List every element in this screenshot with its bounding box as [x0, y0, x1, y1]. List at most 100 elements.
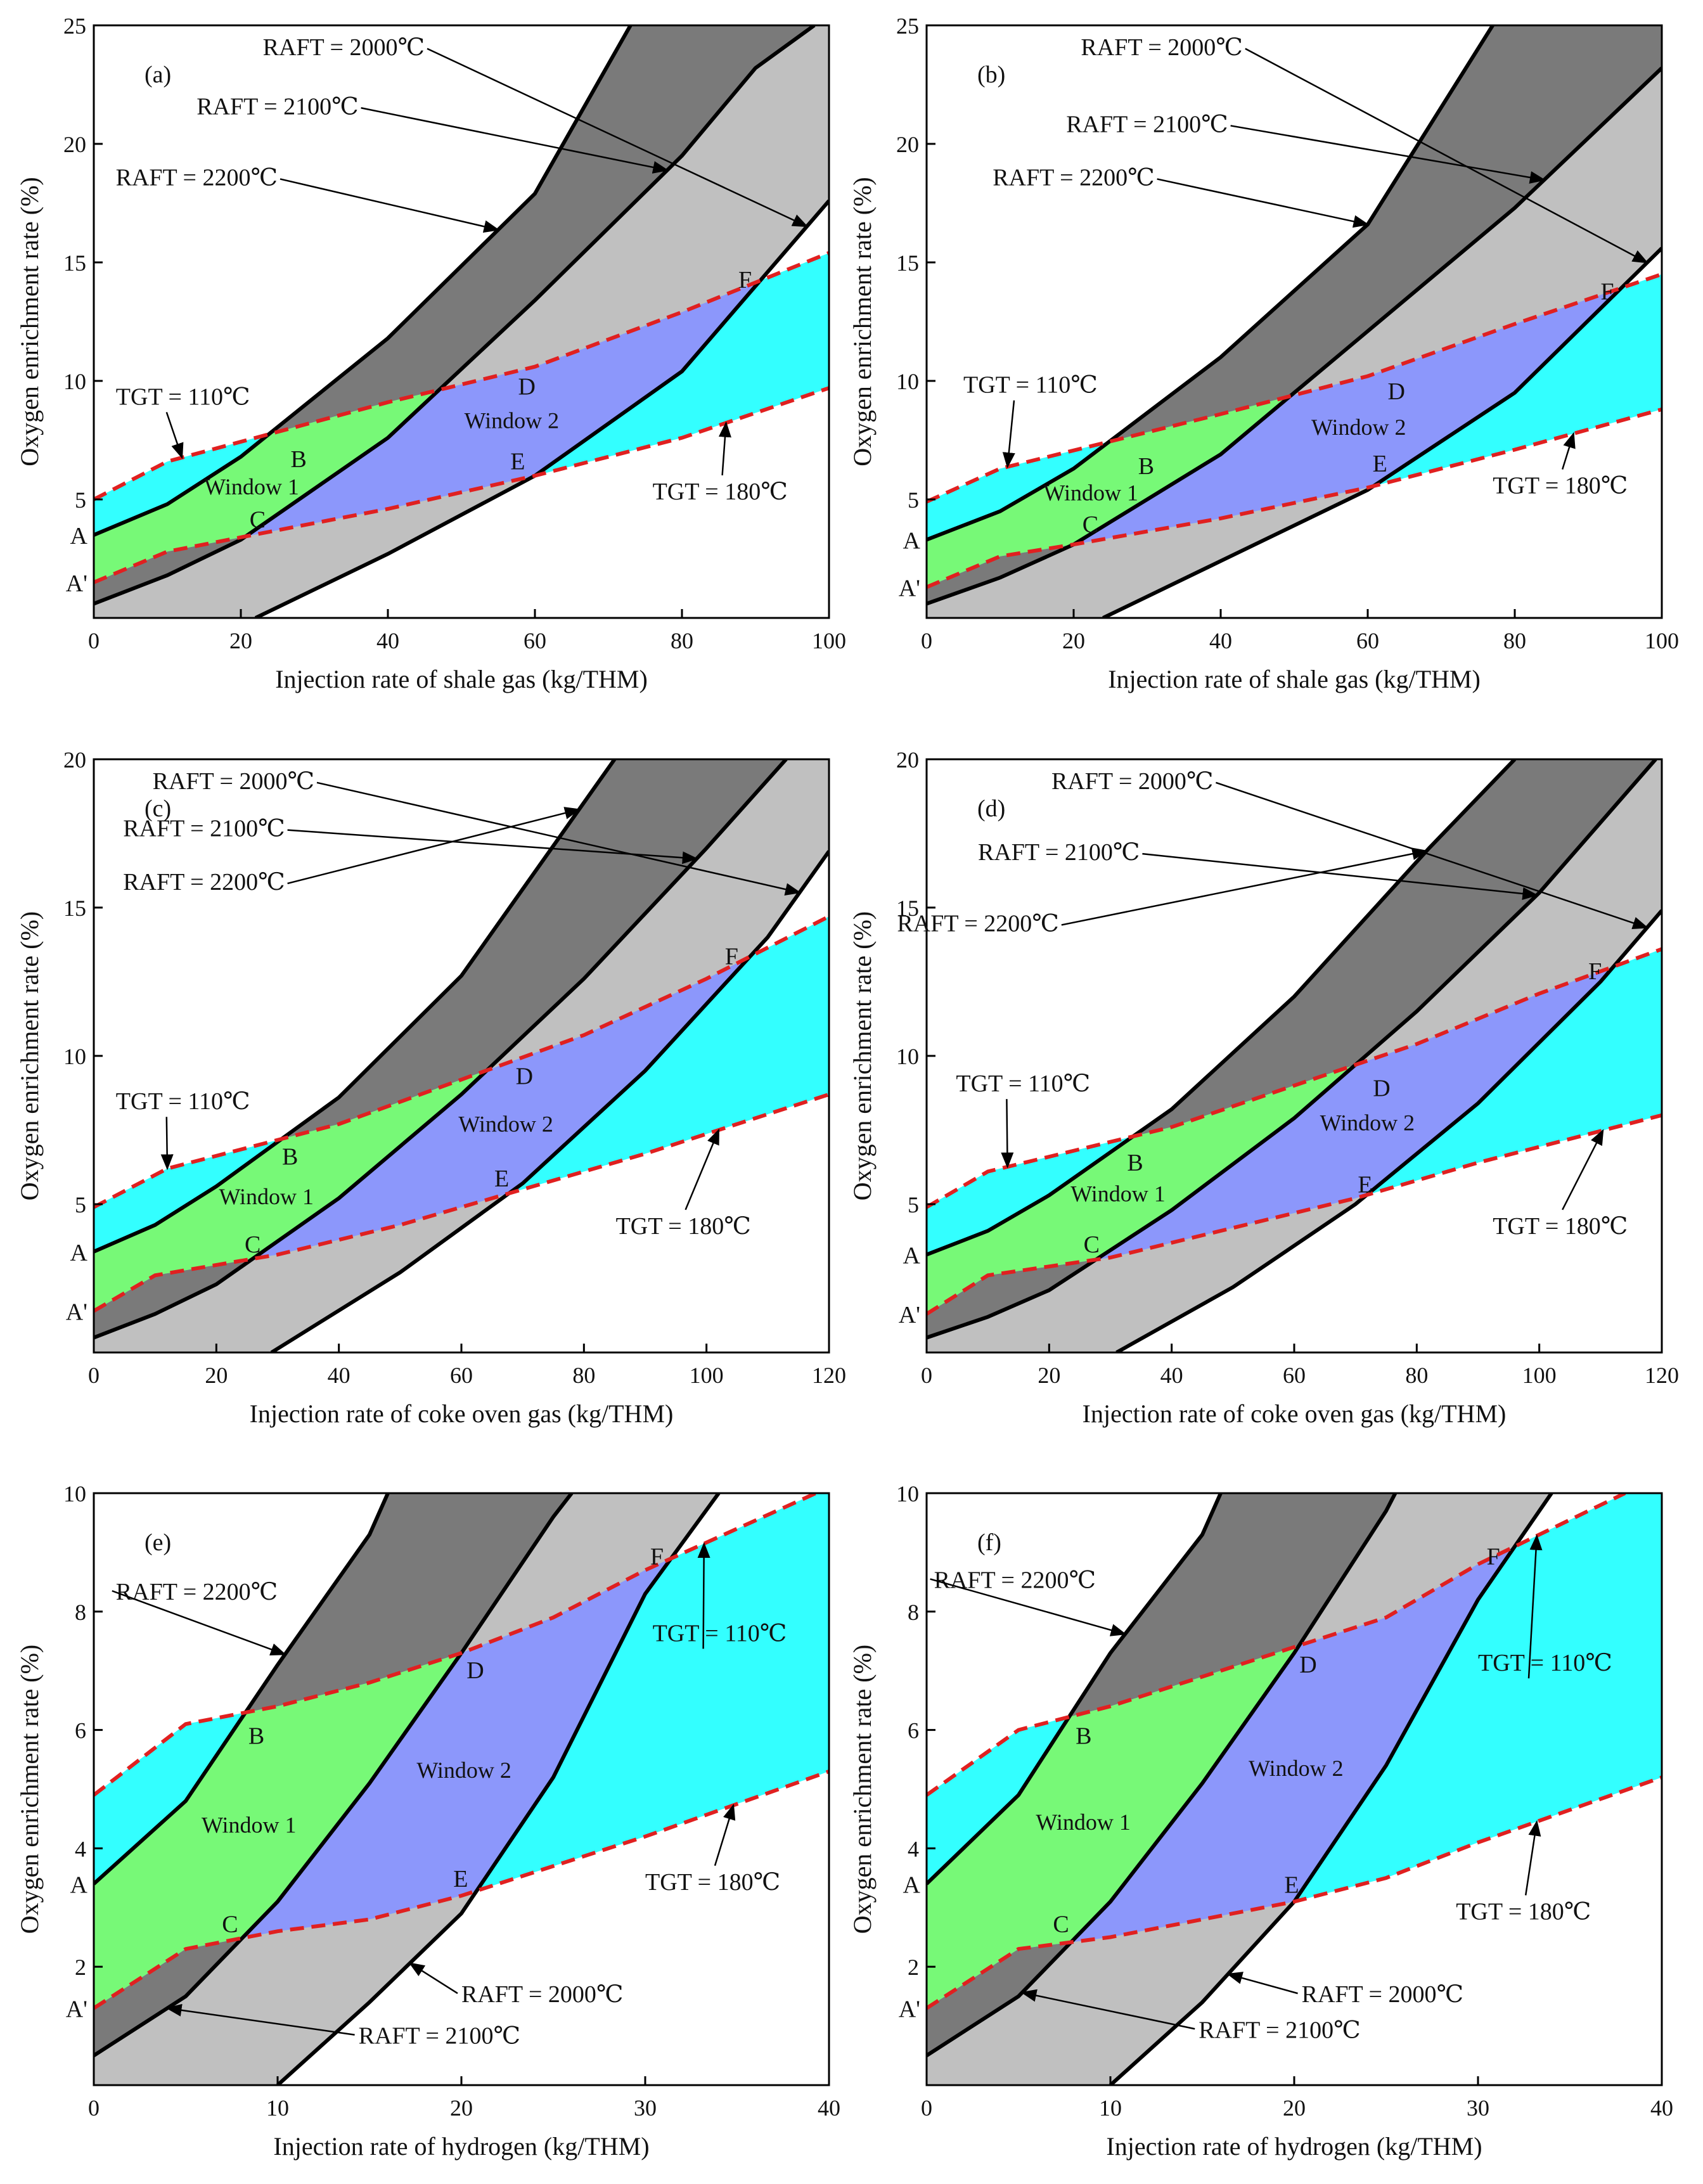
y-tick-label: 6 [908, 1718, 919, 1744]
point-label: C [1084, 1231, 1100, 1258]
raft-2200-line [94, 1493, 390, 1885]
point-label: D [516, 1063, 533, 1090]
tgt-110-annotation: TGT = 110℃ [116, 383, 250, 410]
y-tick-label: 25 [63, 13, 86, 39]
annotation-arrow [361, 107, 669, 174]
raft-2100-annotation: RAFT = 2100℃ [196, 93, 358, 120]
point-label: F [1487, 1544, 1500, 1571]
y-tick-label: 5 [908, 1192, 919, 1217]
annotation-arrow [1524, 1820, 1541, 1896]
window-1-label: Window 1 [219, 1184, 314, 1209]
x-tick-label: 10 [266, 2095, 289, 2121]
window-1-label: Window 1 [204, 474, 299, 499]
point-label: F [1600, 279, 1614, 305]
annotation-arrow [930, 1578, 1127, 1636]
annotation-arrow [714, 1804, 736, 1866]
annotation-arrow [1001, 1099, 1014, 1169]
x-tick-label: 20 [1038, 1363, 1060, 1388]
x-tick-label: 100 [1645, 628, 1679, 653]
window-1-area [94, 1654, 458, 2008]
x-tick-label: 30 [1467, 2095, 1489, 2121]
y-tick-label: 20 [63, 747, 86, 773]
raft-2100-annotation: RAFT = 2100℃ [359, 2023, 520, 2050]
point-label: C [245, 1231, 260, 1258]
raft-2000-line [1109, 1493, 1553, 2085]
chart-panel: 0 10 20 30 40 2 4 6 8 10 Injection rate of hydroge… [848, 1481, 1673, 2161]
panel-label: (b) [977, 61, 1005, 88]
y-axis-label: Oxygen enrichment rate (%) [15, 911, 44, 1200]
x-tick-label: 40 [1209, 628, 1232, 653]
panel-label: (a) [145, 61, 171, 88]
plot-area [927, 759, 1662, 1352]
point-label: F [725, 944, 738, 970]
raft-2200-annotation: RAFT = 2200℃ [123, 869, 285, 896]
y-axis-label: Oxygen enrichment rate (%) [848, 911, 877, 1200]
x-tick-label: 100 [690, 1363, 724, 1388]
x-tick-label: 100 [1522, 1363, 1557, 1388]
x-tick-label: 40 [1160, 1363, 1183, 1388]
y-tick-label: 4 [75, 1836, 86, 1861]
x-tick-label: 40 [376, 628, 399, 653]
point-label: A' [66, 1299, 87, 1325]
annotation-arrow [1061, 847, 1429, 926]
annotation-arrow [1562, 1129, 1604, 1211]
raft-2000-annotation: RAFT = 2000℃ [461, 1981, 623, 2008]
tgt-180-annotation: TGT = 180℃ [1456, 1898, 1591, 1925]
x-axis-label: Injection rate of coke oven gas (kg/THM) [1083, 1399, 1507, 1428]
raft-2100-line [94, 25, 816, 606]
y-tick-label: 10 [63, 369, 86, 394]
chart-panel: 0 10 20 30 40 2 4 6 8 10 Injection rate of hydroge… [15, 1481, 840, 2161]
raft-2000-annotation: RAFT = 2000℃ [1051, 768, 1213, 795]
tgt-110-line [94, 1493, 821, 1797]
x-tick-label: 0 [88, 1363, 100, 1388]
x-tick-label: 80 [1405, 1363, 1428, 1388]
x-tick-label: 30 [634, 2095, 657, 2121]
x-tick-label: 10 [1099, 2095, 1122, 2121]
point-label: B [1127, 1150, 1143, 1176]
tgt-110-line [927, 272, 1662, 504]
tgt-180-annotation: TGT = 180℃ [616, 1213, 751, 1240]
point-label: B [1076, 1723, 1091, 1750]
annotation-arrow [1157, 178, 1370, 228]
x-tick-label: 80 [1503, 628, 1526, 653]
point-label: C [250, 506, 266, 533]
x-axis-label: Injection rate of coke oven gas (kg/THM) [250, 1399, 674, 1428]
annotation-arrow [165, 2003, 355, 2036]
point-label: A' [66, 570, 87, 597]
window-2-label: Window 2 [1249, 1756, 1344, 1781]
y-tick-label: 20 [896, 747, 919, 773]
window-2-area [244, 1559, 669, 1938]
plot-area [927, 25, 1662, 618]
y-tick-label: 10 [896, 1044, 919, 1069]
y-tick-label: 15 [63, 250, 86, 276]
annotation-arrow [1245, 48, 1649, 264]
tgt-110-line [927, 1493, 1626, 1797]
window-2-label: Window 2 [1311, 414, 1406, 440]
plot-area [94, 1493, 829, 2085]
y-axis-label: Oxygen enrichment rate (%) [848, 1645, 877, 1934]
x-tick-label: 40 [328, 1363, 350, 1388]
x-tick-label: 80 [671, 628, 693, 653]
raft-2200-annotation: RAFT = 2200℃ [116, 1579, 278, 1605]
tgt-110-annotation: TGT = 110℃ [963, 372, 1098, 399]
y-tick-label: 20 [896, 132, 919, 157]
x-tick-label: 20 [450, 2095, 473, 2121]
annotation-arrow [1226, 1972, 1298, 1995]
y-tick-label: 10 [63, 1044, 86, 1069]
panel-label: (f) [977, 1529, 1001, 1556]
y-tick-label: 5 [75, 487, 86, 513]
tgt-180-line [94, 1092, 829, 1313]
tgt-180-line [927, 1775, 1662, 2010]
raft-2200-annotation: RAFT = 2200℃ [897, 910, 1058, 937]
x-tick-label: 0 [921, 1363, 932, 1388]
point-label: B [291, 446, 307, 473]
tgt-180-line [927, 408, 1662, 589]
raft-2000-annotation: RAFT = 2000℃ [153, 768, 314, 795]
window-1-area [927, 397, 1288, 588]
x-tick-label: 0 [88, 2095, 100, 2121]
point-label: F [650, 1544, 664, 1571]
annotation-arrow [1020, 1989, 1195, 2030]
point-label: A' [66, 1996, 87, 2023]
window-1-area [927, 1065, 1354, 1314]
